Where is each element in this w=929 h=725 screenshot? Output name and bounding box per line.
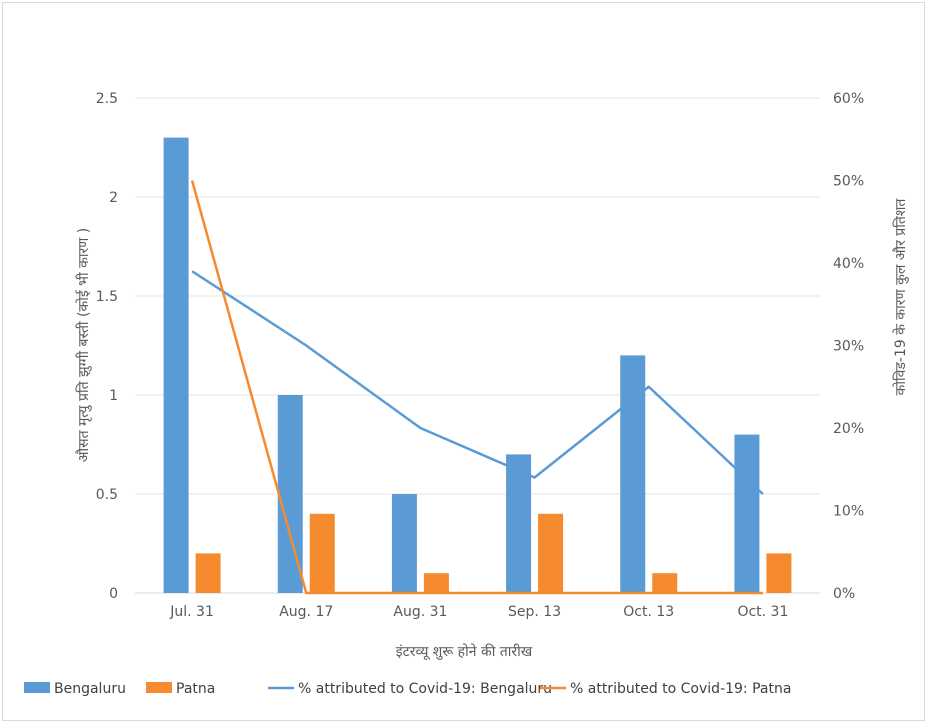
legend-swatch — [24, 682, 50, 693]
y-axis-left-ticks: 0 0.5 1 1.5 2 2.5 — [96, 91, 118, 602]
bar-bengaluru — [277, 395, 303, 593]
bar-bengaluru — [506, 454, 532, 593]
bar-bengaluru — [734, 434, 760, 593]
y2-tick-label: 40% — [833, 256, 864, 272]
y2-tick-label: 0% — [833, 586, 855, 602]
legend: Bengaluru Patna % attributed to Covid-19: … — [24, 681, 791, 697]
x-tick-label: Oct. 31 — [737, 604, 788, 620]
x-tick-label: Aug. 17 — [279, 604, 333, 620]
y2-tick-label: 60% — [833, 91, 864, 107]
bar-patna — [652, 573, 678, 593]
x-tick-label: Oct. 13 — [623, 604, 674, 620]
line-series-1 — [190, 180, 763, 595]
x-tick-label: Jul. 31 — [169, 604, 214, 620]
y-tick-label: 0.5 — [96, 487, 118, 503]
y-tick-label: 1.5 — [96, 289, 118, 305]
bar-bengaluru — [391, 494, 417, 593]
y-axis-right-title: कोविड-19 के कारण कुल और प्रतिशत — [892, 198, 909, 396]
x-axis-title: इंटरव्यू शुरू होने की तारीख — [396, 643, 533, 660]
legend-label: % attributed to Covid-19: Bengaluru — [298, 681, 552, 697]
y-tick-label: 2.5 — [96, 91, 118, 107]
bar-patna — [423, 573, 449, 593]
x-tick-label: Aug. 31 — [393, 604, 447, 620]
x-tick-label: Sep. 13 — [508, 604, 561, 620]
bar-patna — [766, 553, 792, 593]
y2-tick-label: 20% — [833, 421, 864, 437]
y2-tick-label: 10% — [833, 504, 864, 520]
y2-tick-label: 30% — [833, 339, 864, 355]
legend-swatch — [146, 682, 172, 693]
y-axis-left-title: औसत मृत्यु प्रति झुग्गी बस्ती (कोई भी का… — [75, 228, 92, 462]
line-series — [190, 180, 764, 595]
y-tick-label: 1 — [109, 388, 118, 404]
y-tick-label: 0 — [109, 586, 118, 602]
y-tick-label: 2 — [109, 190, 118, 206]
y-axis-right-ticks: 0% 10% 20% 30% 40% 50% 60% — [833, 91, 864, 602]
bar-patna — [538, 513, 564, 593]
bar-patna — [195, 553, 221, 593]
legend-label: % attributed to Covid-19: Patna — [570, 681, 791, 697]
x-axis-ticks: Jul. 31 Aug. 17 Aug. 31 Sep. 13 Oct. 13 Oct. … — [169, 604, 788, 620]
bar-bengaluru — [163, 137, 189, 593]
bar-bengaluru — [620, 355, 646, 593]
legend-label: Bengaluru — [54, 681, 126, 697]
legend-label: Patna — [176, 681, 215, 697]
y2-tick-label: 50% — [833, 174, 864, 190]
line-series-0 — [191, 270, 764, 495]
bar-patna — [309, 513, 335, 593]
bar-series — [163, 137, 792, 593]
